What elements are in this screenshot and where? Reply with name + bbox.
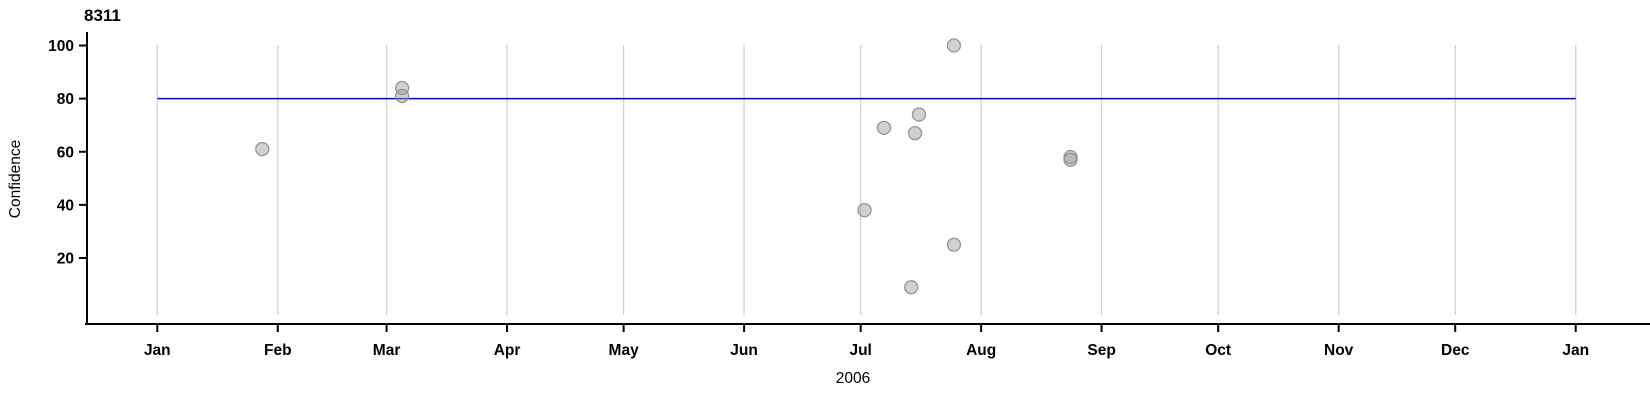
x-tick-label: Mar bbox=[373, 342, 401, 359]
x-tick-label: Apr bbox=[494, 342, 521, 359]
data-point bbox=[857, 203, 872, 218]
x-tick-label: Aug bbox=[966, 342, 996, 359]
x-tick-label: Nov bbox=[1324, 342, 1354, 359]
x-tick-label: Feb bbox=[264, 342, 292, 359]
chart-title: 8311 bbox=[84, 6, 121, 25]
data-point bbox=[1063, 152, 1078, 167]
y-tick-label: 80 bbox=[57, 91, 74, 108]
data-point bbox=[946, 237, 962, 252]
x-axis-title: 2006 bbox=[835, 370, 871, 387]
y-tick-label: 20 bbox=[57, 251, 74, 268]
x-tick-label: Jul bbox=[849, 342, 871, 359]
y-tick-label: 40 bbox=[57, 197, 74, 214]
x-tick-label: Jun bbox=[730, 342, 758, 359]
data-point bbox=[876, 120, 892, 135]
y-tick-label: 60 bbox=[57, 144, 74, 161]
x-tick-label: Dec bbox=[1441, 342, 1470, 359]
data-point bbox=[255, 141, 270, 157]
data-point bbox=[946, 38, 962, 53]
data-point bbox=[394, 88, 410, 104]
data-point bbox=[911, 107, 927, 122]
x-tick-label: Sep bbox=[1087, 342, 1115, 359]
x-tick-label: May bbox=[609, 342, 640, 359]
x-tick-label: Jan bbox=[144, 342, 171, 359]
data-point bbox=[907, 126, 923, 141]
data-point bbox=[904, 280, 919, 295]
data-point bbox=[394, 80, 410, 96]
y-axis-title: Confidence bbox=[7, 139, 24, 219]
x-tick-label: Oct bbox=[1205, 342, 1231, 359]
y-tick-label: 100 bbox=[48, 38, 74, 55]
x-tick-label: Jan bbox=[1562, 342, 1589, 359]
